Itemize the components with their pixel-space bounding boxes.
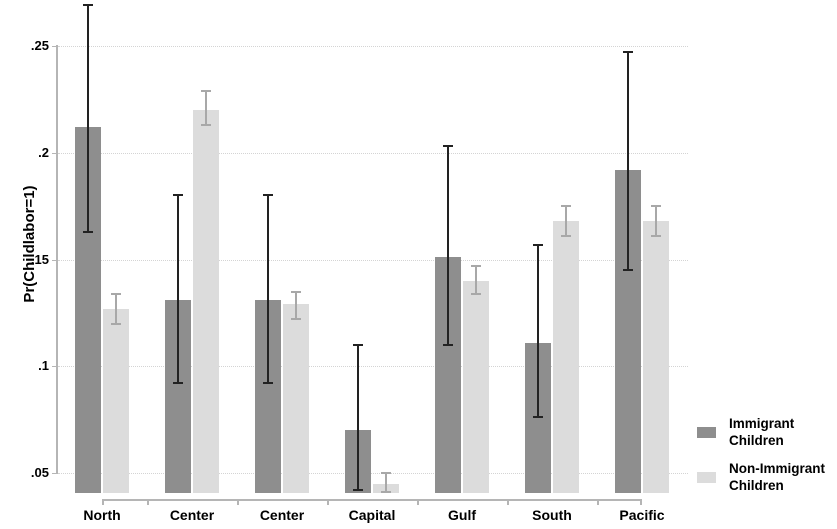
error-bar-cap-top	[471, 264, 481, 267]
error-bar-cap-top	[263, 194, 273, 197]
y-tick	[52, 259, 58, 261]
bar-non-immigrant-children-1	[193, 110, 219, 493]
error-bar	[475, 265, 477, 294]
error-bar-cap-bottom	[291, 318, 301, 321]
category-label-center: Center	[169, 507, 215, 523]
x-axis-group-tick	[507, 499, 509, 505]
error-bar-cap-bottom	[353, 489, 363, 492]
category-label-gulf: Gulf	[448, 507, 476, 523]
error-bar-cap-bottom	[533, 416, 543, 419]
error-bar-cap-top	[623, 51, 633, 54]
error-bar-cap-top	[651, 205, 661, 208]
category-label-south: South	[532, 507, 572, 523]
error-bar	[565, 206, 567, 236]
y-tick	[52, 152, 58, 154]
category-label-center: Center	[259, 507, 305, 523]
category-label-capital: Capital	[348, 507, 396, 523]
error-bar	[177, 195, 179, 384]
error-bar-cap-bottom	[561, 235, 571, 237]
error-bar-cap-bottom	[443, 343, 453, 346]
error-bar-cap-bottom	[173, 382, 183, 385]
error-bar	[205, 90, 207, 125]
y-gridline	[58, 259, 688, 261]
error-bar	[115, 293, 117, 324]
y-gridline	[58, 152, 688, 154]
error-bar	[357, 344, 359, 491]
error-bar-cap-top	[291, 290, 301, 293]
y-tick	[52, 473, 58, 474]
error-bar-cap-top	[381, 472, 391, 474]
error-bar-cap-bottom	[83, 230, 93, 233]
x-axis-group-tick	[147, 499, 149, 505]
y-tick-label: .25	[30, 38, 49, 53]
error-bar-cap-top	[561, 205, 571, 208]
bar-non-immigrant-children-4	[463, 280, 489, 493]
y-gridline	[58, 366, 688, 368]
error-bar-cap-bottom	[471, 292, 481, 295]
x-axis-end-tick	[640, 499, 642, 505]
error-bar	[655, 206, 657, 236]
x-axis-group-tick	[237, 499, 239, 505]
error-bar-cap-bottom	[651, 235, 661, 237]
y-tick-label: .05	[30, 465, 49, 480]
error-bar-cap-bottom	[201, 123, 211, 126]
y-gridline	[58, 46, 688, 47]
legend-swatch	[697, 472, 716, 484]
y-tick-label: .2	[38, 144, 49, 160]
y-tick-label: .1	[38, 358, 49, 374]
legend-item: Immigrant Children	[697, 416, 825, 450]
bar-non-immigrant-children-5	[553, 221, 579, 493]
bar-non-immigrant-children-2	[283, 304, 309, 493]
error-bar	[537, 244, 539, 418]
error-bar-cap-bottom	[381, 491, 391, 494]
x-axis-group-tick	[597, 499, 599, 505]
error-bar-cap-top	[353, 343, 363, 346]
error-bar-cap-top	[111, 292, 121, 295]
error-bar-cap-bottom	[263, 382, 273, 385]
error-bar	[627, 52, 629, 271]
x-axis-group-tick	[417, 499, 419, 505]
error-bar-cap-top	[83, 4, 93, 7]
category-label-north: North	[83, 507, 121, 523]
legend-label: Non-Immigrant Children	[729, 460, 825, 493]
legend-label: Immigrant Children	[729, 416, 795, 448]
x-axis-group-tick	[327, 499, 329, 505]
bar-non-immigrant-children-6	[643, 221, 669, 493]
error-bar-cap-bottom	[623, 269, 633, 272]
error-bar-cap-top	[173, 194, 183, 197]
legend-swatch	[697, 427, 716, 439]
y-tick-label: .15	[30, 251, 49, 267]
error-bar	[447, 146, 449, 345]
error-bar	[267, 195, 269, 384]
category-label-pacific: Pacific	[619, 507, 665, 523]
error-bar-cap-top	[443, 145, 453, 148]
error-bar-cap-bottom	[111, 322, 121, 325]
y-axis-line	[56, 45, 58, 474]
x-axis-bracket	[102, 499, 642, 501]
error-bar-cap-top	[201, 89, 211, 92]
error-bar	[385, 473, 387, 493]
y-tick	[52, 366, 58, 368]
legend: Immigrant Children Non-Immigrant Children	[697, 416, 825, 495]
y-tick	[52, 46, 58, 47]
x-axis-end-tick	[102, 499, 104, 505]
legend-item: Non-Immigrant Children	[697, 461, 825, 495]
error-bar	[87, 5, 89, 232]
y-gridline	[58, 473, 688, 474]
error-bar	[295, 291, 297, 320]
error-bar-cap-top	[533, 243, 543, 246]
bar-non-immigrant-children-0	[103, 308, 129, 493]
